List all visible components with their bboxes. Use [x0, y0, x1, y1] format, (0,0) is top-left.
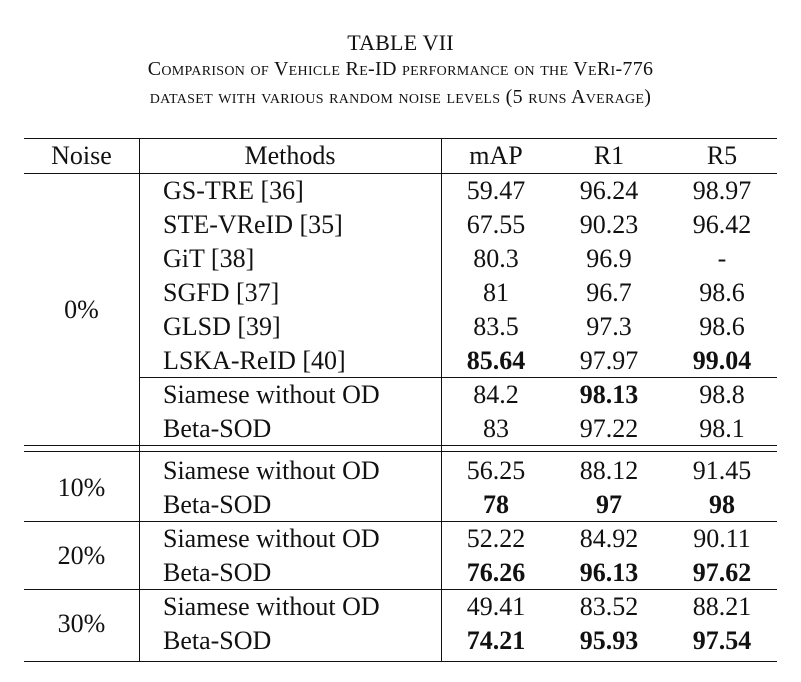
map-cell: 52.22	[466, 524, 526, 553]
map-cell: 67.55	[466, 210, 526, 239]
method-cell: Beta-SOD	[163, 626, 272, 655]
r1-cell: 95.93	[579, 626, 639, 655]
noise-level-cell: 10%	[57, 473, 106, 502]
table-rule	[24, 173, 777, 174]
r5-cell: -	[717, 244, 727, 273]
r1-cell: 98.13	[579, 380, 639, 409]
column-divider-methods	[441, 139, 442, 661]
r1-cell: 97.22	[579, 414, 639, 443]
r1-cell: 84.92	[579, 524, 639, 553]
table-rule	[24, 521, 777, 522]
r1-cell: 97.3	[586, 312, 632, 341]
table-rule	[139, 377, 777, 378]
map-cell: 83.5	[473, 312, 519, 341]
r1-cell: 96.24	[579, 176, 639, 205]
map-cell: 84.2	[473, 380, 519, 409]
r1-cell: 97	[596, 490, 622, 519]
map-cell: 49.41	[466, 592, 526, 621]
r1-cell: 90.23	[579, 210, 639, 239]
header-r5: R5	[706, 141, 738, 170]
map-cell: 76.26	[466, 558, 526, 587]
r5-cell: 99.04	[692, 346, 752, 375]
column-divider-noise	[139, 139, 140, 661]
map-cell: 56.25	[466, 456, 526, 485]
table-caption-line-1: Comparison of Vehicle Re-ID performance …	[147, 58, 654, 80]
method-cell: STE-VReID [35]	[163, 210, 343, 239]
method-cell: Siamese without OD	[163, 524, 380, 553]
method-cell: LSKA-ReID [40]	[163, 346, 346, 375]
method-cell: Beta-SOD	[163, 414, 272, 443]
r5-cell: 98	[709, 490, 735, 519]
r1-cell: 97.97	[579, 346, 639, 375]
header-noise: Noise	[51, 141, 112, 170]
r5-cell: 98.97	[692, 176, 752, 205]
method-cell: GLSD [39]	[163, 312, 281, 341]
r1-cell: 96.13	[579, 558, 639, 587]
noise-level-cell: 0%	[64, 295, 99, 324]
table-rule	[24, 445, 777, 446]
map-cell: 85.64	[466, 346, 526, 375]
results-table: Noise Methods mAP R1 R5 0% GS-TRE [36] 59.…	[24, 138, 777, 662]
method-cell: GiT [38]	[163, 244, 255, 273]
r5-cell: 97.54	[692, 626, 752, 655]
r5-cell: 90.11	[693, 524, 751, 553]
map-cell: 81	[483, 278, 509, 307]
r5-cell: 88.21	[692, 592, 752, 621]
noise-level-cell: 30%	[57, 609, 106, 638]
r1-cell: 83.52	[579, 592, 639, 621]
r1-cell: 88.12	[579, 456, 639, 485]
table-title: TABLE VII	[347, 30, 454, 55]
method-cell: Beta-SOD	[163, 490, 272, 519]
method-cell: Siamese without OD	[163, 380, 380, 409]
map-cell: 78	[483, 490, 509, 519]
map-cell: 80.3	[473, 244, 519, 273]
table-rule	[24, 589, 777, 590]
header-map: mAP	[469, 141, 523, 170]
map-cell: 83	[483, 414, 509, 443]
r5-cell: 91.45	[692, 456, 752, 485]
r1-cell: 96.7	[586, 278, 632, 307]
header-methods: Methods	[244, 141, 336, 170]
method-cell: Siamese without OD	[163, 592, 380, 621]
r5-cell: 98.1	[699, 414, 745, 443]
r1-cell: 96.9	[586, 244, 632, 273]
noise-level-cell: 20%	[57, 541, 106, 570]
r5-cell: 98.8	[699, 380, 745, 409]
table-caption-line-2: dataset with various random noise levels…	[149, 86, 652, 108]
r5-cell: 98.6	[699, 278, 745, 307]
r5-cell: 96.42	[692, 210, 752, 239]
method-cell: Siamese without OD	[163, 456, 380, 485]
r5-cell: 98.6	[699, 312, 745, 341]
method-cell: Beta-SOD	[163, 558, 272, 587]
method-cell: SGFD [37]	[163, 278, 280, 307]
map-cell: 74.21	[466, 626, 526, 655]
map-cell: 59.47	[466, 176, 526, 205]
header-r1: R1	[593, 141, 625, 170]
table-rule	[24, 451, 777, 452]
r5-cell: 97.62	[692, 558, 752, 587]
method-cell: GS-TRE [36]	[163, 176, 304, 205]
